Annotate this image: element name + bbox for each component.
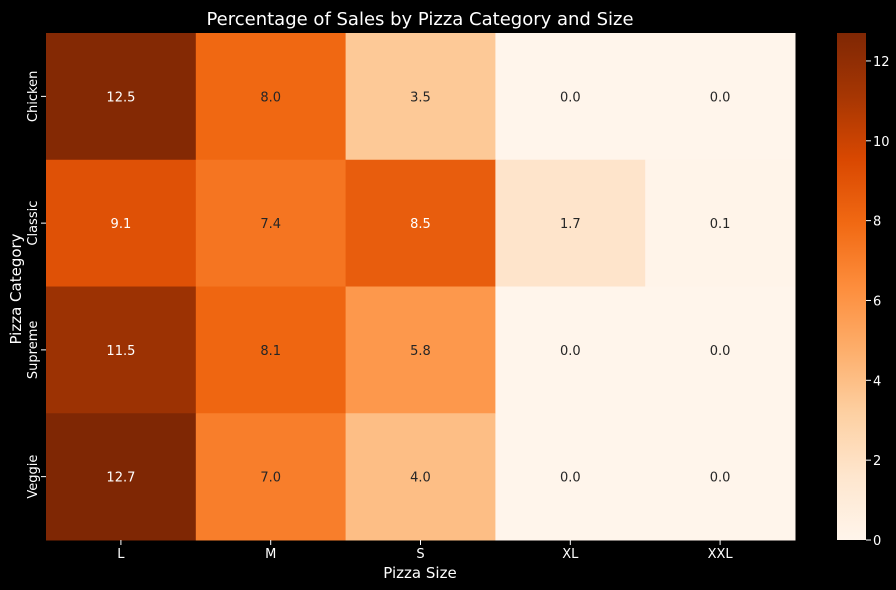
cell-value-label: 8.0 xyxy=(260,90,281,105)
x-axis-ticks: L M S XL XXL xyxy=(117,540,733,562)
heatmap-cells xyxy=(46,33,796,541)
heatmap-cell xyxy=(195,413,347,541)
heatmap-cell xyxy=(645,159,796,287)
heatmap-cell xyxy=(495,286,646,414)
heatmap-cell xyxy=(46,413,197,541)
cell-value-label: 7.4 xyxy=(260,217,281,232)
y-tick-label: Classic xyxy=(26,201,41,246)
heatmap-cell xyxy=(46,286,197,414)
cell-value-label: 12.7 xyxy=(106,471,135,486)
colorbar-tick-label: 2 xyxy=(873,454,881,469)
colorbar xyxy=(837,33,866,540)
cell-value-label: 0.0 xyxy=(560,344,581,359)
cell-value-label: 1.7 xyxy=(560,217,581,232)
heatmap-cell xyxy=(645,33,796,161)
heatmap-cell xyxy=(345,286,496,414)
colorbar-tick-label: 12 xyxy=(873,55,890,70)
cell-value-label: 7.0 xyxy=(260,471,281,486)
cell-value-label: 0.0 xyxy=(710,471,731,486)
cell-value-label: 0.0 xyxy=(560,90,581,105)
x-tick-label: M xyxy=(265,547,276,562)
colorbar-ticks: 0 2 4 6 8 10 12 xyxy=(866,55,890,549)
x-tick-label: L xyxy=(117,547,125,562)
heatmap-cell xyxy=(495,159,646,287)
y-axis-label: Pizza Category xyxy=(7,233,25,344)
cell-value-label: 9.1 xyxy=(111,217,132,232)
heatmap-cell-labels: 12.5 8.0 3.5 0.0 0.0 9.1 7.4 8.5 1.7 0.1 11.5 8.1 5.… xyxy=(106,90,730,485)
heatmap-cell xyxy=(345,33,496,161)
heatmap-cell xyxy=(495,413,646,541)
x-tick-label: S xyxy=(416,547,424,562)
heatmap-cell xyxy=(495,33,646,161)
cell-value-label: 0.0 xyxy=(710,344,731,359)
colorbar-tick-label: 8 xyxy=(873,215,881,230)
y-tick-label: Veggie xyxy=(26,455,41,499)
heatmap-cell xyxy=(195,33,347,161)
x-tick-label: XL xyxy=(562,547,579,562)
heatmap-cell xyxy=(345,159,496,287)
colorbar-tick-label: 10 xyxy=(873,135,890,150)
heatmap-cell xyxy=(46,159,197,287)
colorbar-tick-label: 6 xyxy=(873,294,881,309)
cell-value-label: 4.0 xyxy=(410,471,431,486)
x-axis-label: Pizza Size xyxy=(383,564,456,582)
cell-value-label: 0.0 xyxy=(710,90,731,105)
y-axis-ticks: Chicken Classic Supreme Veggie xyxy=(26,71,46,499)
cell-value-label: 0.0 xyxy=(560,471,581,486)
y-tick-label: Chicken xyxy=(26,71,41,122)
heatmap-cell xyxy=(46,33,197,161)
cell-value-label: 5.8 xyxy=(410,344,431,359)
x-tick-label: XXL xyxy=(708,547,734,562)
heatmap-cell xyxy=(195,159,347,287)
cell-value-label: 8.1 xyxy=(260,344,281,359)
heatmap-cell xyxy=(645,286,796,414)
heatmap-cell xyxy=(195,286,347,414)
cell-value-label: 12.5 xyxy=(106,90,135,105)
cell-value-label: 0.1 xyxy=(710,217,731,232)
y-tick-label: Supreme xyxy=(26,321,41,379)
cell-value-label: 8.5 xyxy=(410,217,431,232)
colorbar-tick-label: 0 xyxy=(873,534,881,549)
cell-value-label: 11.5 xyxy=(106,344,135,359)
heatmap-cell xyxy=(345,413,496,541)
colorbar-tick-label: 4 xyxy=(873,374,881,389)
cell-value-label: 3.5 xyxy=(410,90,431,105)
chart-title: Percentage of Sales by Pizza Category an… xyxy=(206,9,633,30)
heatmap-cell xyxy=(645,413,796,541)
